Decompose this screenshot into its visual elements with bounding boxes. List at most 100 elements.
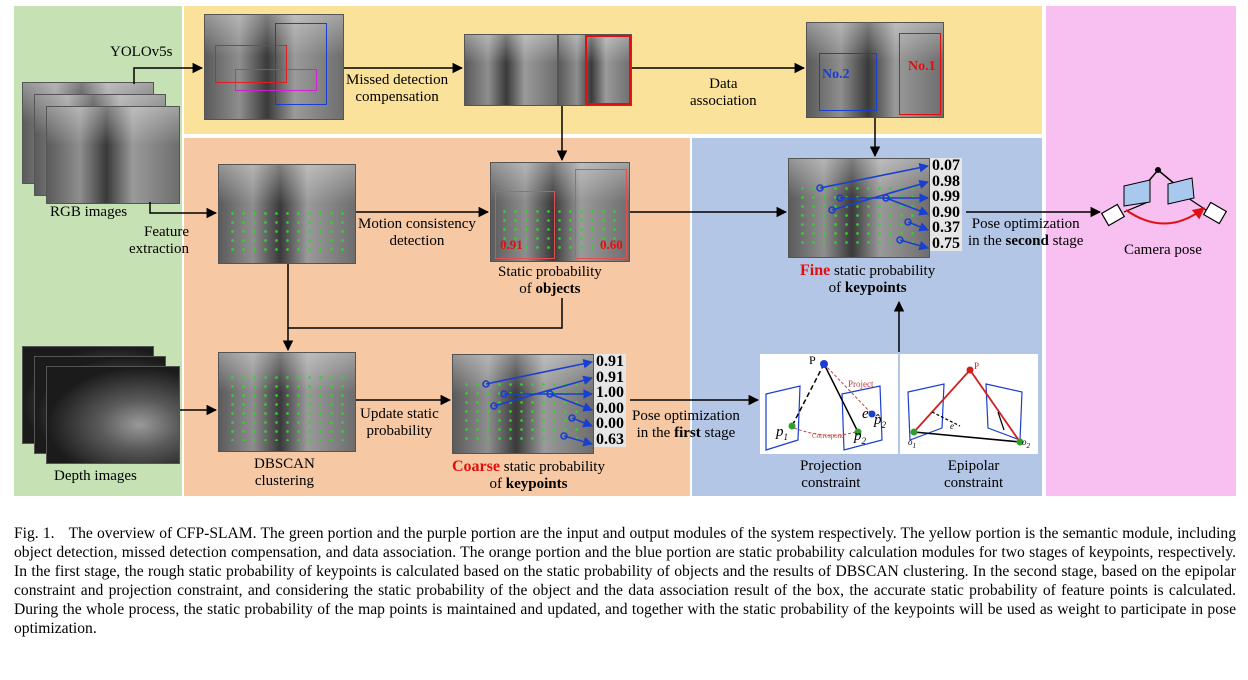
pose-second-post: stage xyxy=(1048,233,1084,249)
figure-number: Fig. 1. xyxy=(14,525,55,542)
fine-keypoints-image xyxy=(788,158,930,258)
proj-correspond-text: Correspond xyxy=(812,432,845,440)
update-static-label: Update static probability xyxy=(360,406,439,440)
projection-constraint-label: Projection constraint xyxy=(800,458,862,492)
box-no2 xyxy=(819,53,877,111)
object-probability-2: 0.60 xyxy=(600,237,623,252)
coarse-rest: static probability xyxy=(499,459,605,475)
projection-drawing xyxy=(765,360,883,451)
dbscan-clustering-image xyxy=(218,352,356,452)
epipolar-line-2: constraint xyxy=(944,475,1004,491)
dbscan-line-1: DBSCAN xyxy=(254,456,315,472)
data-association-image xyxy=(806,22,944,118)
no1-label: No.1 xyxy=(908,59,936,74)
proj-p1-letter: p xyxy=(776,424,784,440)
fine-bold: keypoints xyxy=(844,280,907,296)
static-objects-prefix: of xyxy=(519,281,536,297)
box-no1 xyxy=(899,33,941,115)
pose-first-bold: first xyxy=(674,425,701,441)
keypoints xyxy=(499,207,621,252)
proj-p2hat: p̂2 xyxy=(874,412,886,430)
detection-box xyxy=(275,23,327,105)
feature-extraction-image xyxy=(218,164,356,264)
compensated-box xyxy=(585,35,631,105)
fine-line-1: Fine static probability xyxy=(800,262,935,280)
pose-first-label: Pose optimization in the first stage xyxy=(632,408,740,442)
fine-label: Fine static probability of keypoints xyxy=(800,262,935,297)
coarse-bold: keypoints xyxy=(505,476,568,492)
yolo-label: YOLOv5s xyxy=(110,44,173,60)
static-probability-objects-label: Static probability of objects xyxy=(498,264,602,298)
coarse-keypoints-image xyxy=(452,354,594,454)
fine-prefix: of xyxy=(828,280,845,296)
epi-o1: o1 xyxy=(908,437,916,450)
coarse-value: 0.91 xyxy=(596,368,624,386)
static-probability-objects-line-1: Static probability xyxy=(498,264,602,280)
pose-second-label: Pose optimization in the second stage xyxy=(968,216,1083,250)
epipolar-constraint-label: Epipolar constraint xyxy=(944,458,1003,492)
pose-first-post: stage xyxy=(700,425,736,441)
proj-p2hat-letter: p̂ xyxy=(874,412,882,428)
feature-extraction-line-2: extraction xyxy=(129,241,189,257)
data-association-line-2: association xyxy=(690,93,757,109)
pose-first-line-2: in the first stage xyxy=(632,425,740,442)
feature-extraction-line-1: Feature xyxy=(144,224,189,240)
coarse-line-2: of keypoints xyxy=(452,476,605,493)
depth-images-label: Depth images xyxy=(54,468,137,484)
proj-p1: p1 xyxy=(776,424,788,442)
detection-box xyxy=(215,45,287,83)
coarse-value: 1.00 xyxy=(596,384,624,401)
keypoints xyxy=(227,372,347,442)
fine-value: 0.07 xyxy=(932,157,960,174)
keypoints xyxy=(461,379,585,447)
missed-detection-label: Missed detection compensation xyxy=(346,72,448,106)
fine-value: 0.98 xyxy=(932,172,960,190)
update-static-line-1: Update static xyxy=(360,406,439,422)
detection-box xyxy=(235,69,317,91)
object-box xyxy=(495,191,555,259)
fine-rest: static probability xyxy=(830,263,936,279)
no2-label: No.2 xyxy=(822,67,850,82)
proj-point-P: P xyxy=(809,353,816,367)
rgb-images-label: RGB images xyxy=(50,204,128,220)
proj-p2: p2 xyxy=(854,428,866,446)
epipolar-drawing xyxy=(907,366,1024,446)
fine-value: 0.90 xyxy=(932,203,960,221)
missed-detection-line-1: Missed detection xyxy=(346,72,449,88)
object-probability-1: 0.91 xyxy=(500,237,523,252)
epi-o2-letter: o xyxy=(1022,437,1027,447)
coarse-value: 0.00 xyxy=(596,399,624,417)
coarse-values-column: 0.91 0.91 1.00 0.00 0.00 0.63 xyxy=(594,354,626,447)
epi-o2: o2 xyxy=(1022,437,1030,450)
fine-value: 0.99 xyxy=(932,188,960,205)
epi-o1-letter: o xyxy=(908,437,913,447)
feature-extraction-label: Feature extraction xyxy=(124,224,189,258)
motion-consistency-line-1: Motion consistency xyxy=(358,216,476,232)
coarse-value: 0.91 xyxy=(596,353,624,370)
yolo-detection-image xyxy=(204,14,344,120)
output-module-panel xyxy=(1046,6,1236,496)
dbscan-line-2: clustering xyxy=(254,473,314,489)
fine-line-2: of keypoints xyxy=(800,280,935,297)
epipolar-line-1: Epipolar xyxy=(947,458,1000,474)
keypoints xyxy=(227,209,347,254)
figure-caption: Fig. 1. The overview of CFP-SLAM. The gre… xyxy=(14,524,1236,638)
static-probability-objects-image xyxy=(490,162,630,262)
coarse-value: 0.63 xyxy=(596,430,624,448)
proj-project-text: Project xyxy=(848,379,874,389)
coarse-prefix: of xyxy=(489,476,506,492)
proj-e: e xyxy=(862,406,869,422)
pose-first-line-1: Pose optimization xyxy=(632,408,740,424)
motion-consistency-label: Motion consistency detection xyxy=(358,216,476,250)
motion-consistency-line-2: detection xyxy=(389,233,445,249)
missed-detection-image-1 xyxy=(464,34,558,106)
epi-point-P: P xyxy=(974,361,980,371)
coarse-word: Coarse xyxy=(452,458,500,475)
missed-detection-image-2 xyxy=(558,34,632,106)
fine-value: 0.75 xyxy=(932,234,960,252)
camera-pose-drawing xyxy=(1100,167,1228,227)
object-box xyxy=(575,169,627,259)
fine-values-column: 0.07 0.98 0.99 0.90 0.37 0.75 xyxy=(930,158,962,251)
keypoints xyxy=(797,183,921,251)
projection-line-1: Projection xyxy=(800,458,862,474)
